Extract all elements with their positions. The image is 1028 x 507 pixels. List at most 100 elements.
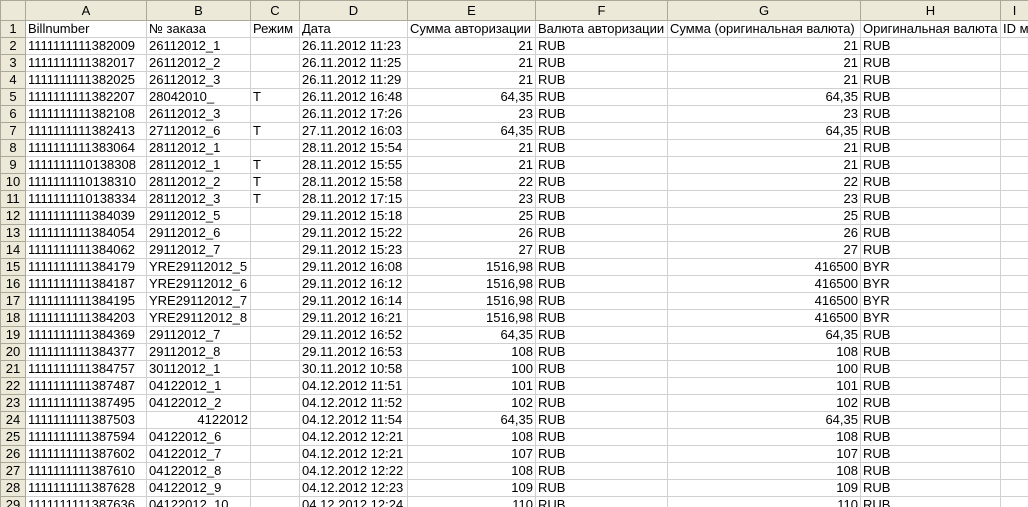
cell[interactable]: 29112012_7 bbox=[146, 241, 251, 259]
cell[interactable]: RUB bbox=[535, 207, 668, 225]
cell[interactable] bbox=[1000, 207, 1028, 225]
cell[interactable]: 101 bbox=[407, 377, 536, 395]
cell[interactable]: 22 bbox=[407, 173, 536, 191]
cell[interactable] bbox=[250, 309, 300, 327]
cell[interactable] bbox=[250, 258, 300, 276]
cell[interactable]: 26 bbox=[667, 224, 861, 242]
cell[interactable] bbox=[1000, 71, 1028, 89]
cell[interactable] bbox=[250, 105, 300, 123]
row-header[interactable]: 20 bbox=[0, 343, 26, 361]
cell[interactable]: 04122012_2 bbox=[146, 394, 251, 412]
cell[interactable]: 04122012_6 bbox=[146, 428, 251, 446]
cell[interactable]: 29.11.2012 16:08 bbox=[299, 258, 408, 276]
cell[interactable] bbox=[1000, 54, 1028, 72]
cell[interactable]: 28.11.2012 15:55 bbox=[299, 156, 408, 174]
row-header[interactable]: 28 bbox=[0, 479, 26, 497]
cell[interactable]: 1111111111384195 bbox=[25, 292, 147, 310]
cell[interactable]: 26.11.2012 11:29 bbox=[299, 71, 408, 89]
cell[interactable]: 29.11.2012 15:22 bbox=[299, 224, 408, 242]
cell[interactable] bbox=[250, 496, 300, 507]
cell[interactable] bbox=[250, 292, 300, 310]
cell[interactable]: 29112012_5 bbox=[146, 207, 251, 225]
cell[interactable] bbox=[250, 37, 300, 55]
cell[interactable]: RUB bbox=[535, 275, 668, 293]
cell[interactable]: T bbox=[250, 173, 300, 191]
cell[interactable]: 21 bbox=[667, 156, 861, 174]
cell[interactable] bbox=[1000, 292, 1028, 310]
cell[interactable]: 29.11.2012 16:21 bbox=[299, 309, 408, 327]
cell[interactable]: RUB bbox=[535, 326, 668, 344]
cell[interactable]: 110 bbox=[667, 496, 861, 507]
cell[interactable]: 1111111110138308 bbox=[25, 156, 147, 174]
cell[interactable]: RUB bbox=[535, 496, 668, 507]
row-header[interactable]: 5 bbox=[0, 88, 26, 106]
row-header[interactable]: 19 bbox=[0, 326, 26, 344]
cell[interactable] bbox=[1000, 309, 1028, 327]
row-header[interactable]: 21 bbox=[0, 360, 26, 378]
cell[interactable]: 26112012_1 bbox=[146, 37, 251, 55]
cell[interactable]: 28.11.2012 15:58 bbox=[299, 173, 408, 191]
row-header[interactable]: 12 bbox=[0, 207, 26, 225]
cell[interactable]: 1111111111384039 bbox=[25, 207, 147, 225]
column-header[interactable]: A bbox=[25, 0, 147, 21]
column-header[interactable]: G bbox=[667, 0, 861, 21]
cell[interactable]: RUB bbox=[860, 224, 1001, 242]
cell[interactable]: RUB bbox=[860, 394, 1001, 412]
cell[interactable] bbox=[1000, 445, 1028, 463]
cell[interactable]: 1516,98 bbox=[407, 275, 536, 293]
cell[interactable]: 29112012_6 bbox=[146, 224, 251, 242]
cell[interactable]: RUB bbox=[535, 479, 668, 497]
cell[interactable]: 1111111111382017 bbox=[25, 54, 147, 72]
row-header[interactable]: 4 bbox=[0, 71, 26, 89]
cell[interactable]: 26.11.2012 11:23 bbox=[299, 37, 408, 55]
cell[interactable]: RUB bbox=[535, 377, 668, 395]
cell[interactable] bbox=[1000, 156, 1028, 174]
cell[interactable]: 21 bbox=[667, 139, 861, 157]
cell[interactable]: 1111111110138310 bbox=[25, 173, 147, 191]
cell[interactable]: 27 bbox=[667, 241, 861, 259]
cell[interactable]: 108 bbox=[407, 462, 536, 480]
cell[interactable]: 21 bbox=[667, 37, 861, 55]
cell[interactable]: 1111111111384757 bbox=[25, 360, 147, 378]
row-header[interactable]: 26 bbox=[0, 445, 26, 463]
cell[interactable]: 1111111111384179 bbox=[25, 258, 147, 276]
cell[interactable]: 107 bbox=[407, 445, 536, 463]
cell[interactable]: RUB bbox=[860, 496, 1001, 507]
cell[interactable]: Billnumber bbox=[25, 20, 147, 38]
cell[interactable] bbox=[1000, 224, 1028, 242]
cell[interactable]: 1516,98 bbox=[407, 309, 536, 327]
cell[interactable]: 29.11.2012 16:52 bbox=[299, 326, 408, 344]
cell[interactable]: 1111111111384187 bbox=[25, 275, 147, 293]
cell[interactable]: RUB bbox=[535, 241, 668, 259]
column-header[interactable]: I bbox=[1000, 0, 1028, 21]
cell[interactable]: RUB bbox=[535, 258, 668, 276]
cell[interactable]: № заказа bbox=[146, 20, 251, 38]
cell[interactable]: 1111111111387636 bbox=[25, 496, 147, 507]
cell[interactable] bbox=[1000, 258, 1028, 276]
cell[interactable]: RUB bbox=[860, 156, 1001, 174]
cell[interactable] bbox=[1000, 496, 1028, 507]
cell[interactable] bbox=[250, 462, 300, 480]
cell[interactable]: RUB bbox=[535, 394, 668, 412]
cell[interactable] bbox=[1000, 394, 1028, 412]
row-header[interactable]: 27 bbox=[0, 462, 26, 480]
cell[interactable] bbox=[250, 241, 300, 259]
cell[interactable]: RUB bbox=[860, 122, 1001, 140]
cell[interactable] bbox=[1000, 462, 1028, 480]
cell[interactable]: 64,35 bbox=[407, 122, 536, 140]
cell[interactable]: 1111111111387594 bbox=[25, 428, 147, 446]
row-header[interactable]: 23 bbox=[0, 394, 26, 412]
cell[interactable]: YRE29112012_8 bbox=[146, 309, 251, 327]
cell[interactable]: T bbox=[250, 88, 300, 106]
cell[interactable] bbox=[1000, 411, 1028, 429]
cell[interactable]: 108 bbox=[407, 428, 536, 446]
column-header[interactable]: H bbox=[860, 0, 1001, 21]
cell[interactable]: 100 bbox=[407, 360, 536, 378]
cell[interactable]: 64,35 bbox=[667, 326, 861, 344]
cell[interactable]: RUB bbox=[860, 88, 1001, 106]
cell[interactable]: 26.11.2012 16:48 bbox=[299, 88, 408, 106]
row-header[interactable]: 29 bbox=[0, 496, 26, 507]
cell[interactable]: 21 bbox=[407, 71, 536, 89]
cell[interactable]: 1111111111387628 bbox=[25, 479, 147, 497]
cell[interactable]: BYR bbox=[860, 292, 1001, 310]
